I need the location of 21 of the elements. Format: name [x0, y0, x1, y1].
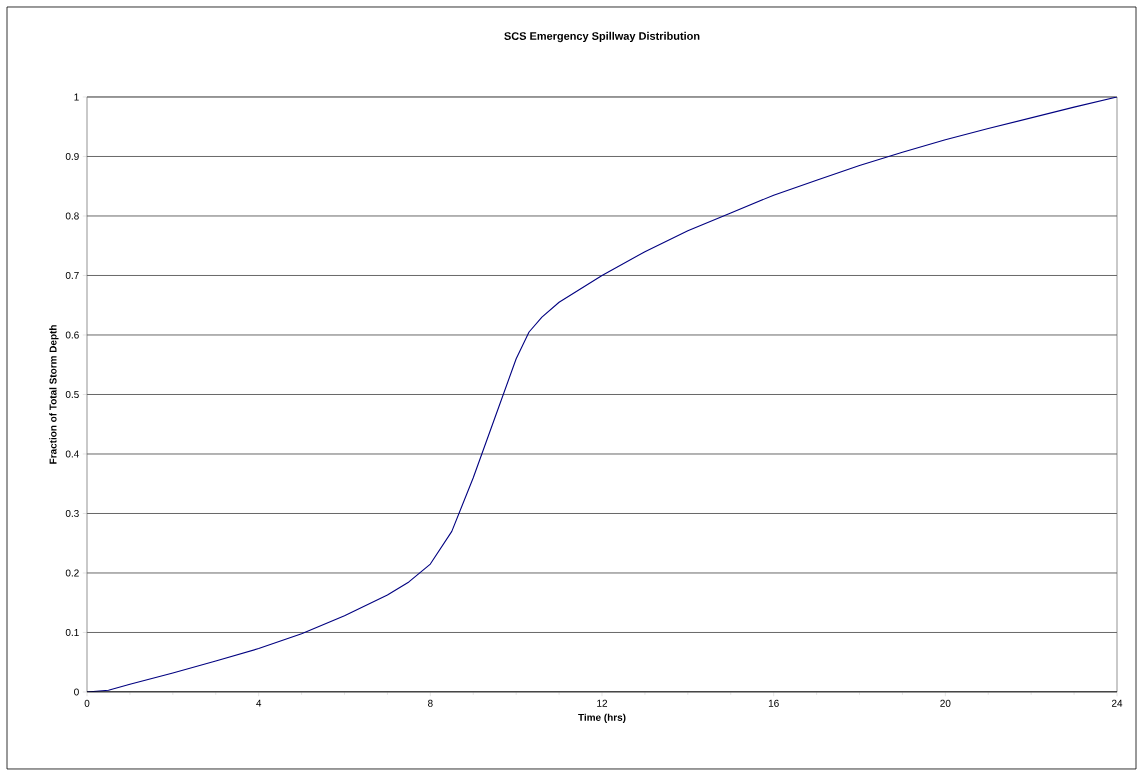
y-tick-label: 0.3: [65, 509, 79, 518]
x-tick-label: 16: [768, 699, 779, 707]
y-axis-title: Fraction of Total Storm Depth: [49, 325, 59, 464]
y-tick-label: 0.9: [65, 152, 79, 161]
x-tick-label: 20: [940, 699, 951, 707]
x-tick-label: 12: [597, 699, 608, 707]
x-tick-label: 0: [84, 699, 90, 707]
chart-title: SCS Emergency Spillway Distribution: [504, 31, 700, 43]
y-tick-label: 0.6: [65, 331, 79, 339]
y-tick-label: 0.2: [65, 569, 79, 577]
y-tick-label: 1: [74, 93, 79, 101]
y-tick-label: 0.8: [65, 212, 79, 220]
x-tick-label: 24: [1111, 699, 1123, 707]
y-tick-label: 0.7: [65, 271, 79, 280]
y-tick-label: 0: [74, 688, 79, 696]
x-axis-title: Time (hrs): [578, 713, 626, 723]
y-tick-label: 0.1: [65, 628, 79, 637]
x-tick-label: 4: [256, 699, 262, 707]
y-tick-label: 0.5: [65, 390, 79, 399]
y-tick-label: 0.4: [65, 450, 79, 458]
x-tick-label: 8: [428, 699, 433, 707]
